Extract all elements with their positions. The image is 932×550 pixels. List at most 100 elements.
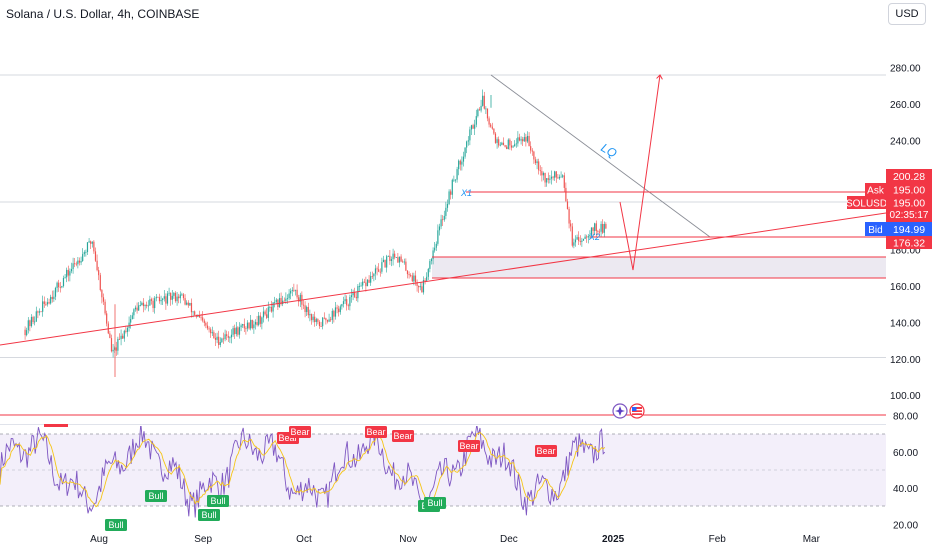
candle-body	[34, 321, 36, 323]
candle-body	[413, 275, 415, 282]
candle-body	[168, 292, 170, 294]
candle-body	[64, 277, 66, 279]
candle-body	[130, 318, 132, 323]
candle-body	[466, 141, 468, 148]
candle-body	[224, 334, 226, 340]
candle-body	[374, 268, 377, 274]
candle-body	[171, 295, 173, 300]
candle-body	[558, 176, 561, 179]
candle-body	[317, 319, 319, 322]
price-tick-label: 160.00	[890, 282, 921, 293]
candle-body	[568, 208, 570, 224]
candle-body	[198, 315, 201, 318]
candle-body	[560, 176, 562, 178]
candle-body	[494, 133, 497, 143]
candle-body	[120, 335, 122, 340]
candle-body	[426, 276, 428, 281]
candle-body	[475, 116, 477, 125]
candle-body	[86, 242, 89, 252]
candle-body	[190, 302, 193, 313]
candle-body	[56, 282, 58, 288]
candle-body	[499, 144, 501, 146]
candle-body	[218, 336, 220, 345]
candle-body	[245, 328, 247, 330]
candle-body	[75, 263, 77, 265]
candle-body	[574, 239, 577, 243]
price-tick-label: 140.00	[890, 318, 921, 329]
candle-body	[578, 237, 580, 242]
candle-body	[258, 315, 260, 326]
candle-body	[133, 309, 135, 316]
candle-body	[573, 242, 575, 246]
candle-body	[163, 296, 165, 299]
candle-body	[160, 300, 162, 302]
candle-body	[595, 223, 597, 232]
candle-body	[74, 263, 76, 265]
time-axis[interactable]: Aug Sep Oct Nov Dec 2025 Feb Mar	[90, 534, 820, 545]
candle-body	[29, 320, 31, 327]
price-tick-label: 260.00	[890, 100, 921, 111]
candle-body	[291, 289, 293, 292]
candle-body	[597, 231, 599, 232]
candle-body	[254, 322, 257, 325]
candle-body	[563, 175, 565, 188]
candle-body	[480, 105, 482, 111]
candle-body	[117, 338, 119, 351]
candle-body	[274, 301, 276, 303]
rsi-tick-label: 80.00	[893, 411, 918, 422]
candle-body	[390, 259, 393, 261]
candle-body	[26, 330, 28, 336]
candle-body	[62, 278, 65, 287]
bear-signal-label: Bear	[393, 431, 412, 441]
candle-body	[283, 300, 285, 302]
price-tick-label: 240.00	[890, 136, 921, 147]
candle-body	[586, 236, 588, 238]
candle-body	[478, 109, 481, 111]
candle-body	[248, 322, 250, 329]
rsi-axis[interactable]: 80.00 60.00 40.00 20.00	[893, 411, 918, 531]
candle-body	[438, 226, 441, 231]
candle-body	[462, 156, 465, 162]
candle-body	[576, 237, 578, 240]
candle-body	[544, 172, 546, 183]
bear-signal-badge	[392, 430, 414, 442]
rsi-line	[0, 426, 606, 518]
candle-body	[43, 301, 45, 304]
price-badges: 200.28 Ask 195.00 SOLUSD 195.00 02:35:17…	[846, 169, 932, 250]
candle-body	[54, 287, 57, 297]
candle-body	[451, 179, 453, 195]
candle-body	[109, 333, 111, 339]
candle-body	[235, 327, 237, 335]
bid-label-badge	[865, 222, 886, 236]
candle-body	[162, 298, 164, 301]
candle-body	[37, 311, 39, 313]
candle-body	[421, 286, 423, 293]
candle-body	[486, 108, 489, 119]
event-icons[interactable]	[612, 403, 645, 419]
candle-body	[142, 302, 145, 307]
candle-body	[437, 230, 439, 244]
candle-body	[461, 161, 463, 165]
candle-body	[594, 223, 596, 231]
candle-body	[307, 306, 309, 316]
candle-body	[278, 298, 281, 308]
candle-body	[472, 125, 474, 129]
ask-price-text: 195.00	[893, 185, 925, 197]
bar-countdown: 02:35:17	[890, 210, 929, 221]
bear-signal-badge	[535, 445, 557, 457]
candle-body	[210, 329, 212, 334]
candle-body	[566, 201, 569, 209]
candle-body	[592, 227, 594, 231]
candle-body	[312, 316, 314, 321]
candle-body	[238, 327, 241, 335]
candle-body	[314, 316, 316, 323]
candle-body	[320, 326, 322, 327]
candle-body	[229, 337, 231, 339]
candle-body	[491, 126, 493, 129]
currency-button[interactable]: USD	[888, 3, 926, 25]
candle-body	[77, 260, 79, 265]
candle-body	[411, 275, 413, 282]
candle-body	[570, 223, 572, 227]
ask-label-badge	[865, 183, 886, 196]
